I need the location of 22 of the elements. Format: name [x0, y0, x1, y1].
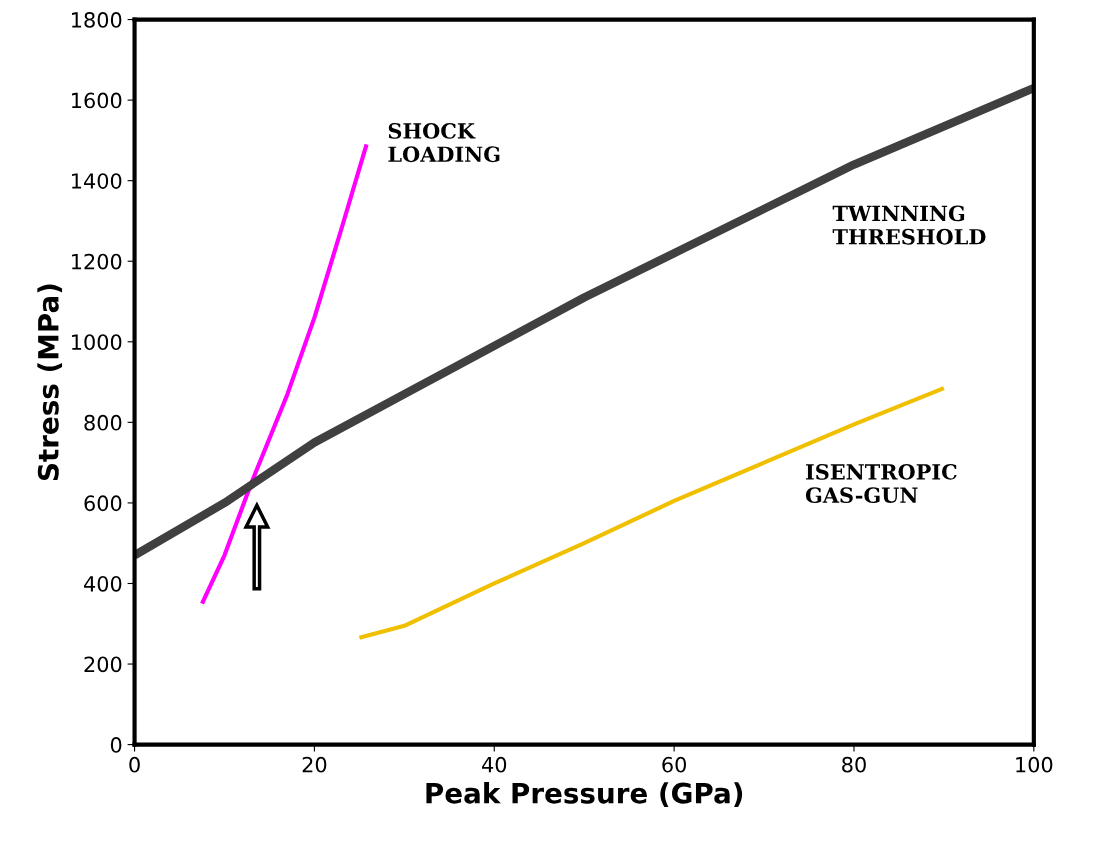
x-tick-label: 0: [129, 756, 140, 773]
y-tick-label: 1800: [72, 12, 122, 28]
x-tick-label: 40: [482, 756, 507, 773]
series-label: SHOCK LOADING: [388, 123, 500, 163]
x-tick-label: 80: [842, 756, 866, 773]
y-tick-label: 200: [84, 656, 122, 673]
y-tick-label: 1600: [72, 92, 122, 109]
y-tick-label: 400: [84, 575, 122, 592]
y-tick-label: 1400: [72, 173, 122, 189]
y-tick-label: 1000: [72, 334, 122, 351]
y-tick-label: 600: [84, 495, 122, 512]
x-axis-title: Peak Pressure (GPa): [426, 782, 743, 807]
y-tick-label: 0: [110, 737, 122, 753]
x-tick-label: 100: [1016, 756, 1053, 773]
y-tick-label: 800: [84, 414, 122, 431]
x-tick-label: 60: [662, 756, 686, 773]
series-label: TWINNING THRESHOLD: [832, 205, 986, 245]
y-axis-title: Stress (MPa): [37, 284, 63, 481]
line-series: [199, 142, 369, 606]
series-label: ISENTROPIC GAS-GUN: [805, 463, 957, 504]
y-tick-label: 1200: [72, 253, 122, 270]
x-tick-label: 20: [302, 756, 327, 773]
